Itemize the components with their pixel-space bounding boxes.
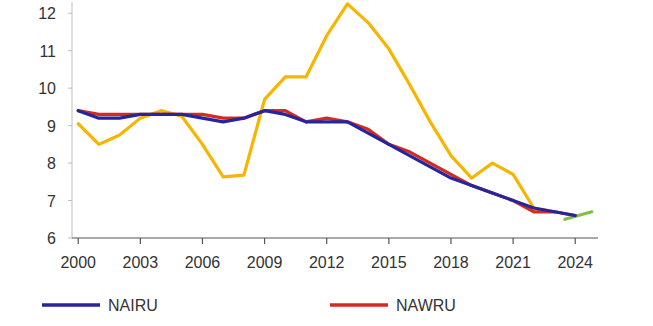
y-tick <box>68 50 72 51</box>
x-axis-line <box>72 237 598 238</box>
series-line <box>78 4 554 212</box>
x-tick <box>326 238 327 244</box>
y-tick-label: 8 <box>47 155 56 172</box>
y-tick <box>68 125 72 126</box>
x-tick-label: 2024 <box>557 254 593 271</box>
legend: NAIRU NAWRU <box>42 297 456 314</box>
x-tick <box>264 238 265 244</box>
y-tick <box>68 200 72 201</box>
y-tick <box>68 13 72 14</box>
y-tick-label: 7 <box>47 193 56 210</box>
x-tick-label: 2021 <box>495 254 531 271</box>
x-tick-label: 2015 <box>371 254 407 271</box>
y-tick-label: 6 <box>47 230 56 247</box>
y-tick <box>68 88 72 89</box>
y-tick-label: 9 <box>47 118 56 135</box>
y-tick-label: 10 <box>38 80 56 97</box>
series-line <box>78 111 575 216</box>
chart: 6 7 8 9 10 11 12 2000 2003 2006 2009 2012 2015 2018 20… <box>0 0 653 326</box>
x-tick-label: 2009 <box>247 254 283 271</box>
x-tick <box>140 238 141 244</box>
x-tick-label: 2006 <box>185 254 221 271</box>
x-tick <box>78 238 79 244</box>
x-tick-label: 2018 <box>433 254 469 271</box>
legend-label: NAIRU <box>108 297 158 314</box>
y-tick <box>68 163 72 164</box>
x-tick <box>512 238 513 244</box>
y-axis-line <box>72 2 73 238</box>
x-tick-label: 2012 <box>309 254 345 271</box>
x-tick <box>202 238 203 244</box>
x-tick <box>450 238 451 244</box>
x-tick-label: 2003 <box>123 254 159 271</box>
y-tick <box>68 238 72 239</box>
y-tick-label: 11 <box>39 43 56 60</box>
legend-label: NAWRU <box>396 297 456 314</box>
y-tick-label: 12 <box>38 5 56 22</box>
x-tick-label: 2000 <box>60 254 96 271</box>
legend-swatch <box>42 303 100 307</box>
legend-swatch <box>330 303 388 307</box>
x-tick <box>388 238 389 244</box>
series-line <box>78 111 575 216</box>
x-tick <box>575 238 576 244</box>
plot-area <box>78 4 592 219</box>
